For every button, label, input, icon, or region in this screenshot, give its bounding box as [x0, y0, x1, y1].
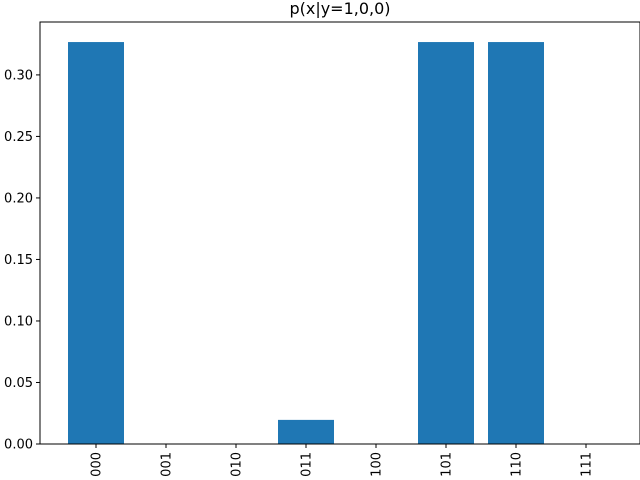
- bar-101: [418, 42, 474, 444]
- y-tick-label: 0.15: [4, 253, 33, 268]
- y-tick-label: 0.00: [4, 438, 33, 453]
- x-tick-label-010: 010: [230, 452, 245, 477]
- bar-110: [488, 42, 544, 444]
- x-tick-label-000: 000: [90, 452, 105, 477]
- y-tick-label: 0.30: [4, 68, 33, 83]
- y-tick-label: 0.05: [4, 376, 33, 391]
- y-tick-label: 0.10: [4, 314, 33, 329]
- x-tick-label-110: 110: [510, 452, 525, 477]
- y-tick-label: 0.25: [4, 130, 33, 145]
- bar-000: [68, 42, 124, 444]
- x-tick-label-011: 011: [300, 452, 315, 477]
- chart-title: p(x|y=1,0,0): [289, 0, 390, 18]
- x-tick-label-001: 001: [160, 452, 175, 477]
- x-tick-label-100: 100: [370, 452, 385, 477]
- plot-frame: [39, 21, 640, 445]
- x-tick-label-101: 101: [440, 452, 455, 477]
- bar-011: [278, 419, 334, 444]
- y-axis: 0.00 0.05 0.10 0.15 0.20 0.25 0.30: [4, 68, 40, 453]
- bars-group: [68, 42, 544, 444]
- y-tick-label: 0.20: [4, 191, 33, 206]
- x-axis: 000 001 010 011 100 101 110 111: [90, 444, 595, 477]
- x-tick-label-111: 111: [580, 452, 595, 477]
